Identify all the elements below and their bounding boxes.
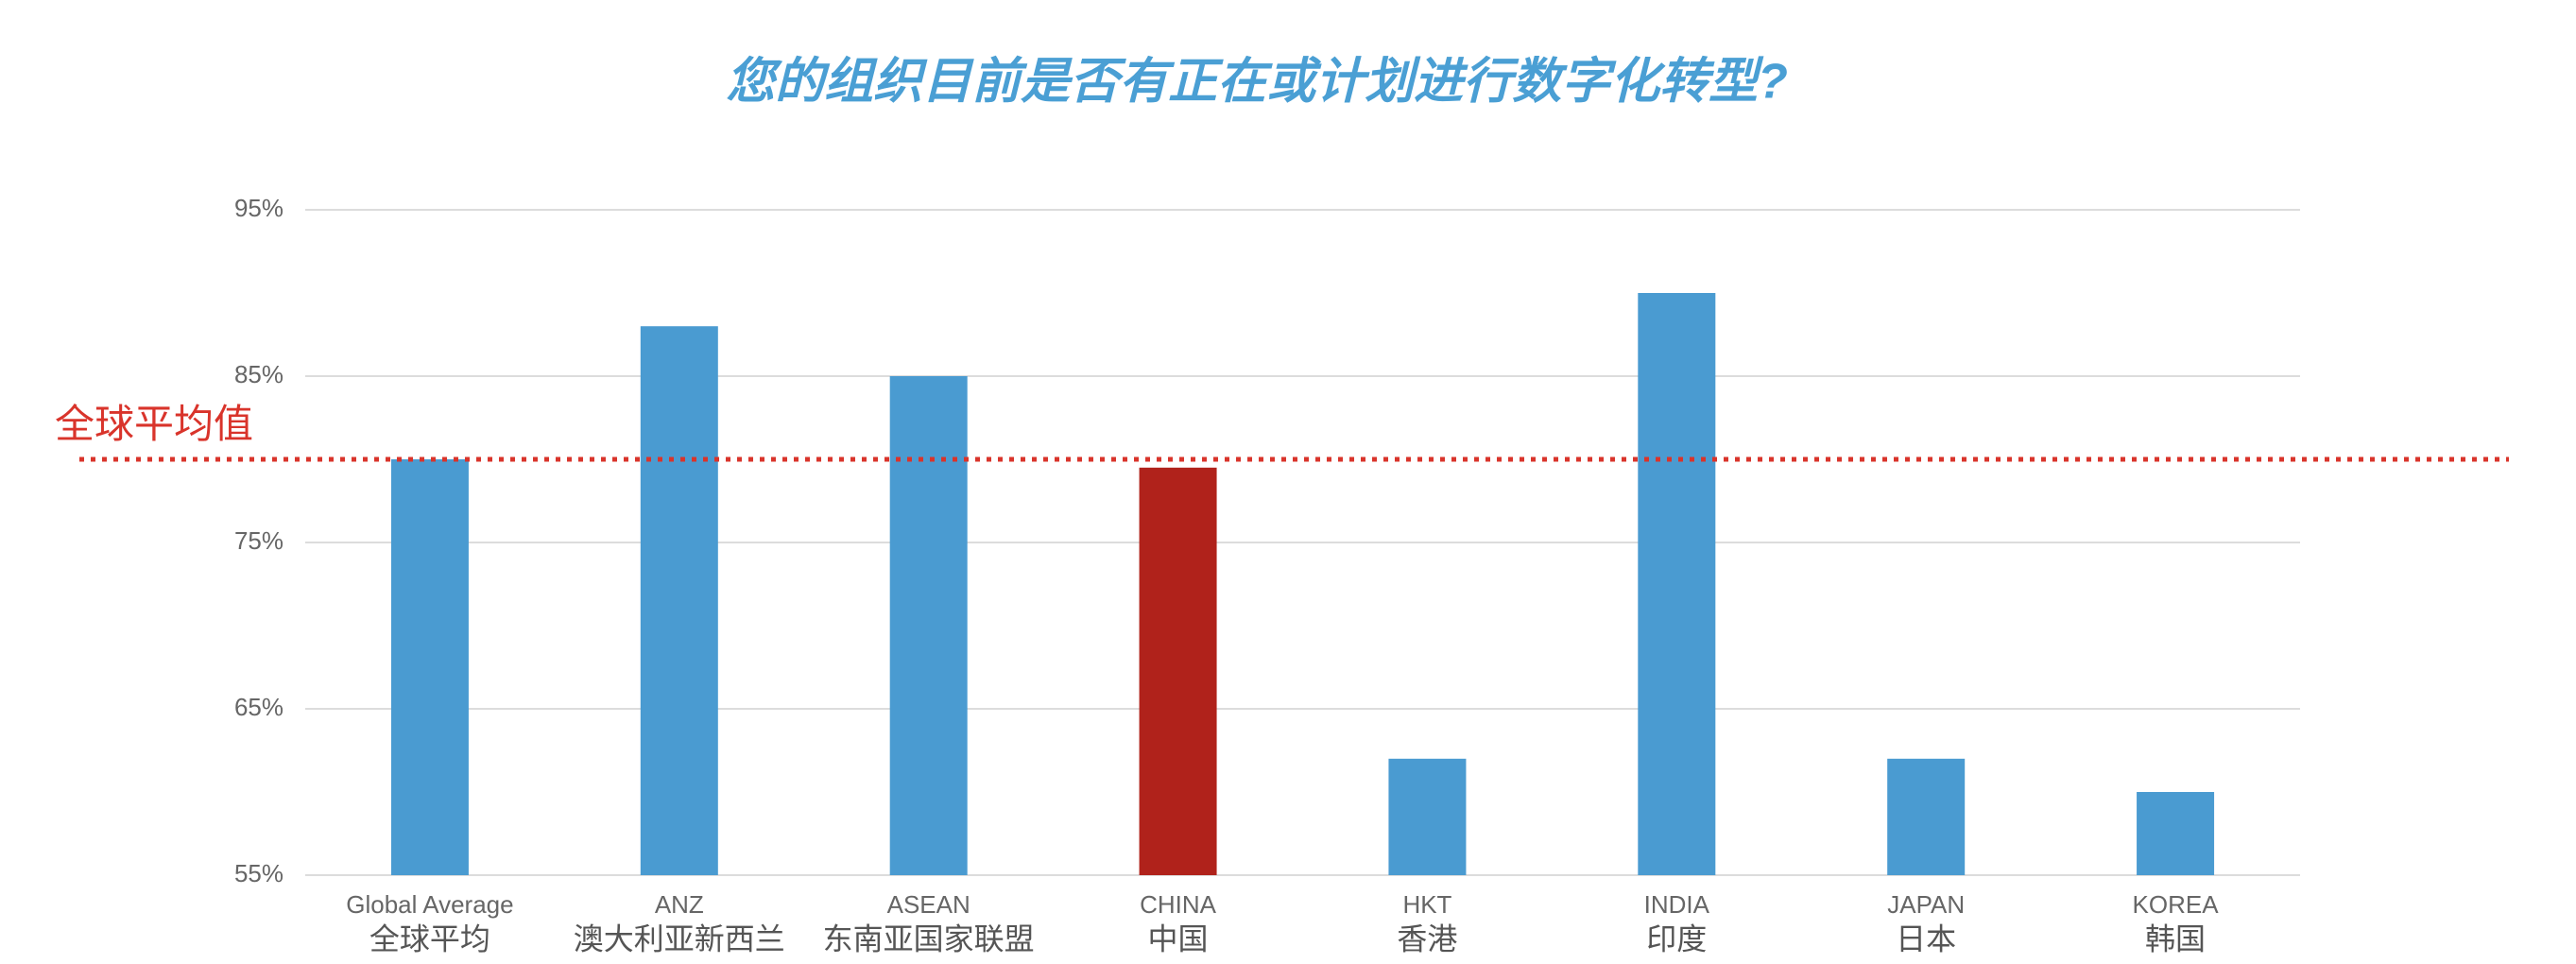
x-tick-label-cn: 日本 [1896,921,1956,955]
chart-title: 您的组织目前是否有正在或计划进行数字化转型? [726,55,1788,110]
x-tick-label-cn: 中国 [1148,921,1209,955]
x-tick-label: KOREA [2133,890,2220,919]
bar [2137,792,2215,875]
x-tick-label: ASEAN [887,890,970,919]
bar [640,326,718,875]
x-tick-label-cn: 香港 [1397,921,1457,955]
x-tick-label-cn: 东南亚国家联盟 [823,921,1035,955]
bar [390,459,469,875]
y-tick-label: 75% [234,526,283,555]
x-tick-label: CHINA [1140,890,1217,919]
x-tick-label: ANZ [655,890,704,919]
x-tick-label: Global Average [346,890,513,919]
x-tick-label-cn: 印度 [1646,921,1707,955]
y-tick-label: 95% [234,194,283,222]
bar [1388,758,1467,875]
y-tick-label: 85% [234,360,283,388]
x-tick-label-cn: 澳大利亚新西兰 [574,921,785,955]
bar [889,376,968,875]
x-tick-label: INDIA [1644,890,1710,919]
y-tick-label: 55% [234,859,283,887]
y-tick-label: 65% [234,693,283,721]
x-tick-label: HKT [1402,890,1451,919]
bar [1887,758,1966,875]
bar [1638,293,1716,875]
x-tick-label-cn: 韩国 [2145,921,2206,955]
bar [1139,467,1217,875]
reference-label: 全球平均值 [55,402,253,446]
x-tick-label-cn: 全球平均 [369,921,490,955]
x-tick-label: JAPAN [1887,890,1965,919]
